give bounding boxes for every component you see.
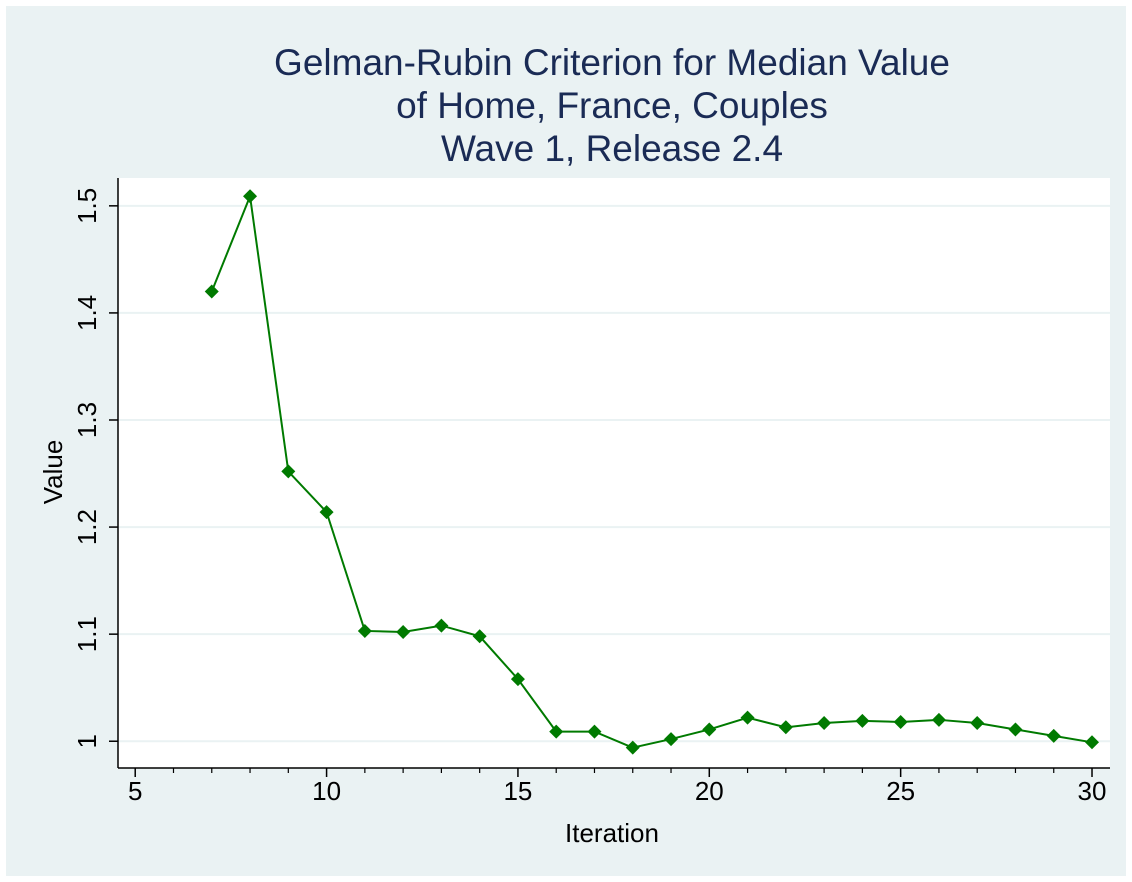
chart-title: of Home, France, Couples xyxy=(396,85,828,126)
marker xyxy=(357,623,372,638)
marker xyxy=(970,716,985,731)
x-axis-label: Iteration xyxy=(565,818,659,848)
plot-area xyxy=(118,178,1110,768)
marker xyxy=(510,672,525,687)
chart-title: Wave 1, Release 2.4 xyxy=(441,128,783,169)
y-tick-label: 1 xyxy=(72,734,102,748)
marker xyxy=(1046,728,1061,743)
marker xyxy=(855,713,870,728)
marker xyxy=(740,710,755,725)
marker xyxy=(1085,735,1100,750)
chart-title: Gelman-Rubin Criterion for Median Value xyxy=(274,42,950,83)
y-tick-label: 1.2 xyxy=(72,509,102,545)
y-tick-label: 1.5 xyxy=(72,188,102,224)
y-axis-label: Value xyxy=(38,440,68,505)
marker xyxy=(702,722,717,737)
x-tick-label: 5 xyxy=(128,776,142,806)
marker xyxy=(893,714,908,729)
marker xyxy=(434,618,449,633)
marker xyxy=(778,720,793,735)
marker xyxy=(549,724,564,739)
x-tick-label: 25 xyxy=(886,776,915,806)
x-tick-label: 30 xyxy=(1078,776,1107,806)
marker xyxy=(625,740,640,755)
x-tick-label: 20 xyxy=(695,776,724,806)
y-tick-label: 1.3 xyxy=(72,402,102,438)
marker xyxy=(319,505,334,520)
marker xyxy=(243,189,258,204)
marker xyxy=(396,625,411,640)
marker xyxy=(817,716,832,731)
marker xyxy=(281,464,296,479)
marker xyxy=(664,732,679,747)
x-tick-label: 15 xyxy=(503,776,532,806)
y-tick-label: 1.1 xyxy=(72,616,102,652)
x-tick-label: 10 xyxy=(312,776,341,806)
y-tick-label: 1.4 xyxy=(72,295,102,331)
marker xyxy=(587,724,602,739)
marker xyxy=(931,712,946,727)
marker xyxy=(204,284,219,299)
marker xyxy=(472,629,487,644)
marker xyxy=(1008,722,1023,737)
